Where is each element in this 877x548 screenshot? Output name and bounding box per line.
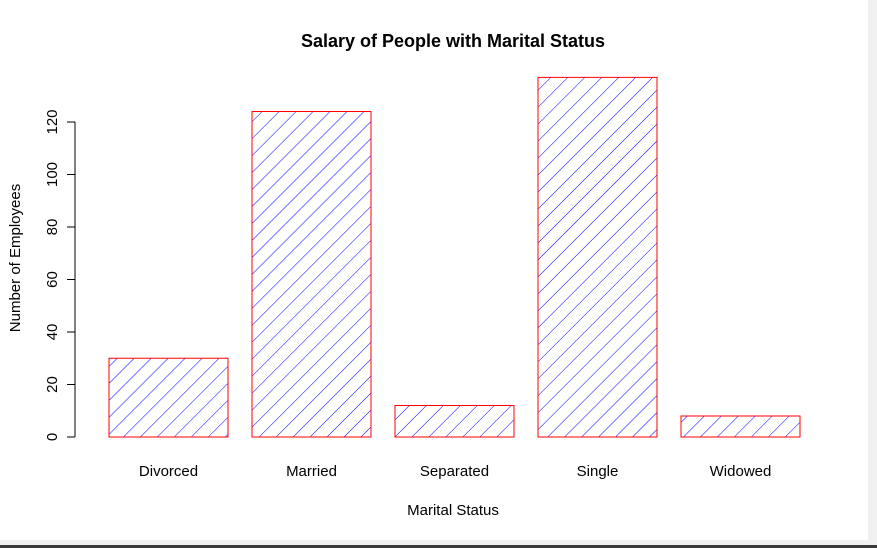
y-tick-label: 0 [44,433,61,441]
x-category-label: Single [577,463,619,480]
bar-widowed [680,415,801,438]
y-tick-label: 80 [44,219,61,236]
x-axis-categories: Divorced Married Separated Single Widowed [139,463,771,480]
y-axis: 0 20 40 60 80 100 120 [44,109,76,441]
y-tick-label: 40 [44,324,61,341]
chart-title: Salary of People with Marital Status [301,31,605,51]
plot-window: Salary of People with Marital Status 0 20… [0,0,868,540]
bars [108,76,801,438]
window-bottom-border [0,545,877,548]
bar-single [537,76,658,438]
x-category-label: Widowed [710,463,772,480]
x-axis-label: Marital Status [407,502,499,519]
x-category-label: Divorced [139,463,198,480]
bar-chart: Salary of People with Marital Status 0 20… [7,31,801,519]
bar-separated [394,405,515,438]
x-category-label: Married [286,463,337,480]
y-tick-label: 60 [44,271,61,288]
y-tick-label: 120 [44,109,61,134]
x-category-label: Separated [420,463,489,480]
y-axis-label: Number of Employees [7,184,24,332]
bar-divorced [108,357,229,438]
bar-married [251,111,372,438]
y-tick-label: 100 [44,162,61,187]
y-tick-label: 20 [44,376,61,393]
